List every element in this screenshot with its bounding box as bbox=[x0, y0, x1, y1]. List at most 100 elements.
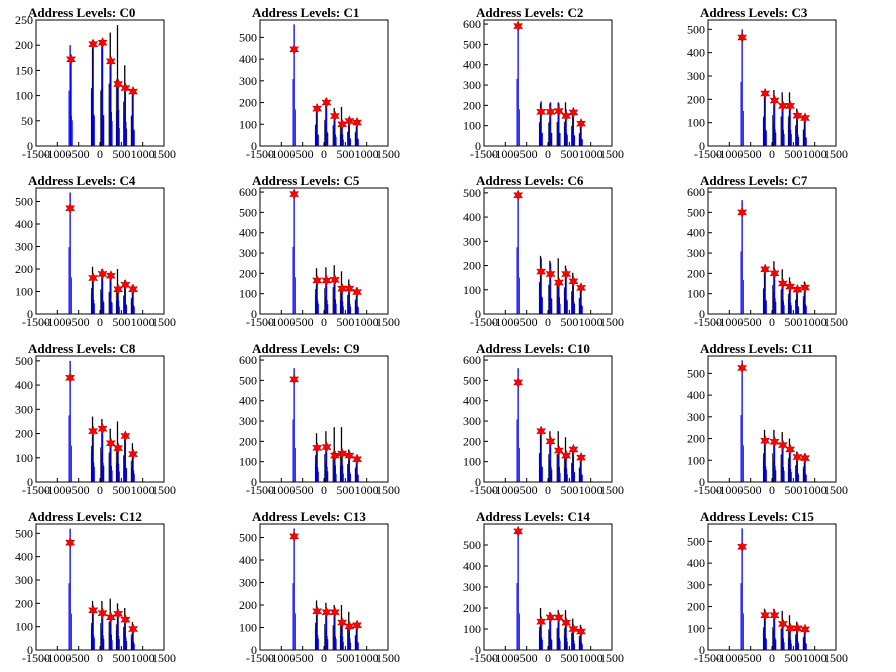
y-tick-label: 300 bbox=[239, 414, 257, 428]
x-tick-label: 1500 bbox=[600, 315, 624, 329]
plot-area: -1500-1000-500 0 500 1000150001002003004005… bbox=[239, 523, 400, 665]
x-tick-label: -1000 bbox=[491, 483, 519, 497]
level-marker bbox=[800, 281, 811, 294]
x-tick-label: 1500 bbox=[600, 651, 624, 665]
level-marker bbox=[513, 525, 524, 538]
x-tick-label: 1000 bbox=[579, 147, 603, 161]
y-tick-label: 300 bbox=[687, 69, 705, 83]
y-tick-label: 400 bbox=[239, 226, 257, 240]
plot-area: -1500-1000-500 0 500 1000150001002003004005… bbox=[15, 354, 176, 497]
x-tick-label: 1000 bbox=[131, 651, 155, 665]
level-marker bbox=[513, 189, 524, 202]
y-tick-label: 0 bbox=[27, 643, 33, 657]
level-marker bbox=[792, 622, 803, 635]
level-marker bbox=[800, 452, 811, 464]
x-tick-label: -1000 bbox=[267, 483, 295, 497]
y-tick-label: 100 bbox=[15, 89, 33, 103]
level-marker bbox=[337, 616, 348, 629]
x-tick-label: -1000 bbox=[43, 651, 71, 665]
level-marker bbox=[128, 448, 139, 460]
y-tick-label: 100 bbox=[239, 621, 257, 635]
chart-panel: Address Levels: C12 -1500 -1000 -500 0 500 100… bbox=[0, 504, 224, 672]
y-tick-label: 100 bbox=[239, 287, 257, 301]
level-marker bbox=[289, 530, 300, 543]
x-tick-label: -1000 bbox=[267, 147, 295, 161]
x-tick-label: 0 bbox=[769, 483, 775, 497]
x-tick-label: 0 bbox=[545, 651, 551, 665]
x-tick-label: -1000 bbox=[267, 651, 295, 665]
x-tick-label: 500 bbox=[112, 483, 130, 497]
y-tick-label: 200 bbox=[687, 600, 705, 614]
x-tick-label: -1500 bbox=[470, 147, 498, 161]
y-tick-label: 0 bbox=[475, 307, 481, 321]
chart-title: Address Levels: C3 bbox=[700, 5, 808, 20]
x-tick-label: 1000 bbox=[131, 483, 155, 497]
x-tick-label: -1500 bbox=[694, 147, 722, 161]
x-tick-label: 1500 bbox=[152, 147, 176, 161]
x-tick-label: 0 bbox=[545, 147, 551, 161]
y-tick-label: 400 bbox=[15, 550, 33, 564]
x-tick-label: 0 bbox=[769, 651, 775, 665]
y-tick-label: 200 bbox=[463, 601, 481, 615]
chart-title: Address Levels: C14 bbox=[476, 509, 590, 524]
level-marker bbox=[128, 85, 139, 98]
y-tick-label: 0 bbox=[699, 307, 705, 321]
level-marker bbox=[120, 278, 131, 291]
level-marker bbox=[536, 106, 547, 118]
y-tick-label: 400 bbox=[239, 394, 257, 408]
x-tick-label: 500 bbox=[112, 651, 130, 665]
y-tick-label: 0 bbox=[27, 139, 33, 153]
x-tick-label: -1000 bbox=[715, 651, 743, 665]
chart-panel: Address Levels: C13 -1500 -1000 -500 0 500 100… bbox=[224, 504, 448, 672]
y-tick-label: 500 bbox=[15, 354, 33, 368]
x-tick-label: -1500 bbox=[694, 315, 722, 329]
y-tick-label: 300 bbox=[15, 402, 33, 416]
x-tick-label: -500 bbox=[516, 315, 538, 329]
level-marker bbox=[785, 443, 796, 456]
plot-area: -1500-1000-500 0 500 1000150001002003004005… bbox=[239, 185, 400, 329]
x-tick-label: 1000 bbox=[355, 483, 379, 497]
level-marker bbox=[553, 105, 564, 117]
chart-title: Address Levels: C6 bbox=[476, 173, 584, 188]
x-tick-label: 500 bbox=[560, 483, 578, 497]
y-tick-label: 200 bbox=[239, 598, 257, 612]
plot-area: -1500-1000-500 0 500 1000150001002003004005… bbox=[687, 355, 848, 497]
level-marker bbox=[321, 274, 332, 287]
y-tick-label: 500 bbox=[463, 186, 481, 200]
level-marker bbox=[352, 619, 363, 632]
y-tick-label: 100 bbox=[463, 455, 481, 469]
y-tick-label: 200 bbox=[463, 98, 481, 112]
x-tick-label: 500 bbox=[112, 147, 130, 161]
plot-frame bbox=[35, 19, 165, 147]
plot-area: -1500-1000-500 0 500 1000150001002003004005… bbox=[463, 17, 624, 161]
level-marker bbox=[120, 82, 131, 94]
y-tick-label: 300 bbox=[15, 573, 33, 587]
x-tick-label: -500 bbox=[516, 483, 538, 497]
level-marker bbox=[513, 376, 524, 389]
y-tick-label: 500 bbox=[687, 205, 705, 219]
x-tick-label: 1000 bbox=[355, 147, 379, 161]
level-marker bbox=[321, 606, 332, 619]
level-marker bbox=[568, 443, 579, 456]
y-tick-label: 300 bbox=[463, 234, 481, 248]
plot-frame bbox=[259, 523, 389, 651]
chart-title: Address Levels: C8 bbox=[28, 341, 136, 356]
level-marker bbox=[737, 31, 748, 44]
level-marker bbox=[792, 451, 803, 463]
x-tick-label: 0 bbox=[97, 147, 103, 161]
y-tick-label: 100 bbox=[687, 116, 705, 130]
y-tick-label: 500 bbox=[463, 538, 481, 552]
x-tick-label: -500 bbox=[68, 147, 90, 161]
y-tick-label: 300 bbox=[463, 78, 481, 92]
level-marker bbox=[105, 269, 116, 282]
x-tick-label: -1500 bbox=[246, 483, 274, 497]
chart-title: Address Levels: C5 bbox=[252, 173, 360, 188]
chart-panel: Address Levels: C9 -1500 -1000 -500 0 500 1000… bbox=[224, 336, 448, 504]
chart-panel: Address Levels: C11 -1500 -1000 -500 0 500 100… bbox=[672, 336, 896, 504]
y-tick-label: 0 bbox=[27, 475, 33, 489]
chart-panel: Address Levels: C14 -1500 -1000 -500 0 500 100… bbox=[448, 504, 672, 672]
level-marker bbox=[128, 283, 139, 296]
level-marker bbox=[792, 109, 803, 122]
level-marker bbox=[561, 616, 572, 629]
level-marker bbox=[561, 449, 572, 462]
